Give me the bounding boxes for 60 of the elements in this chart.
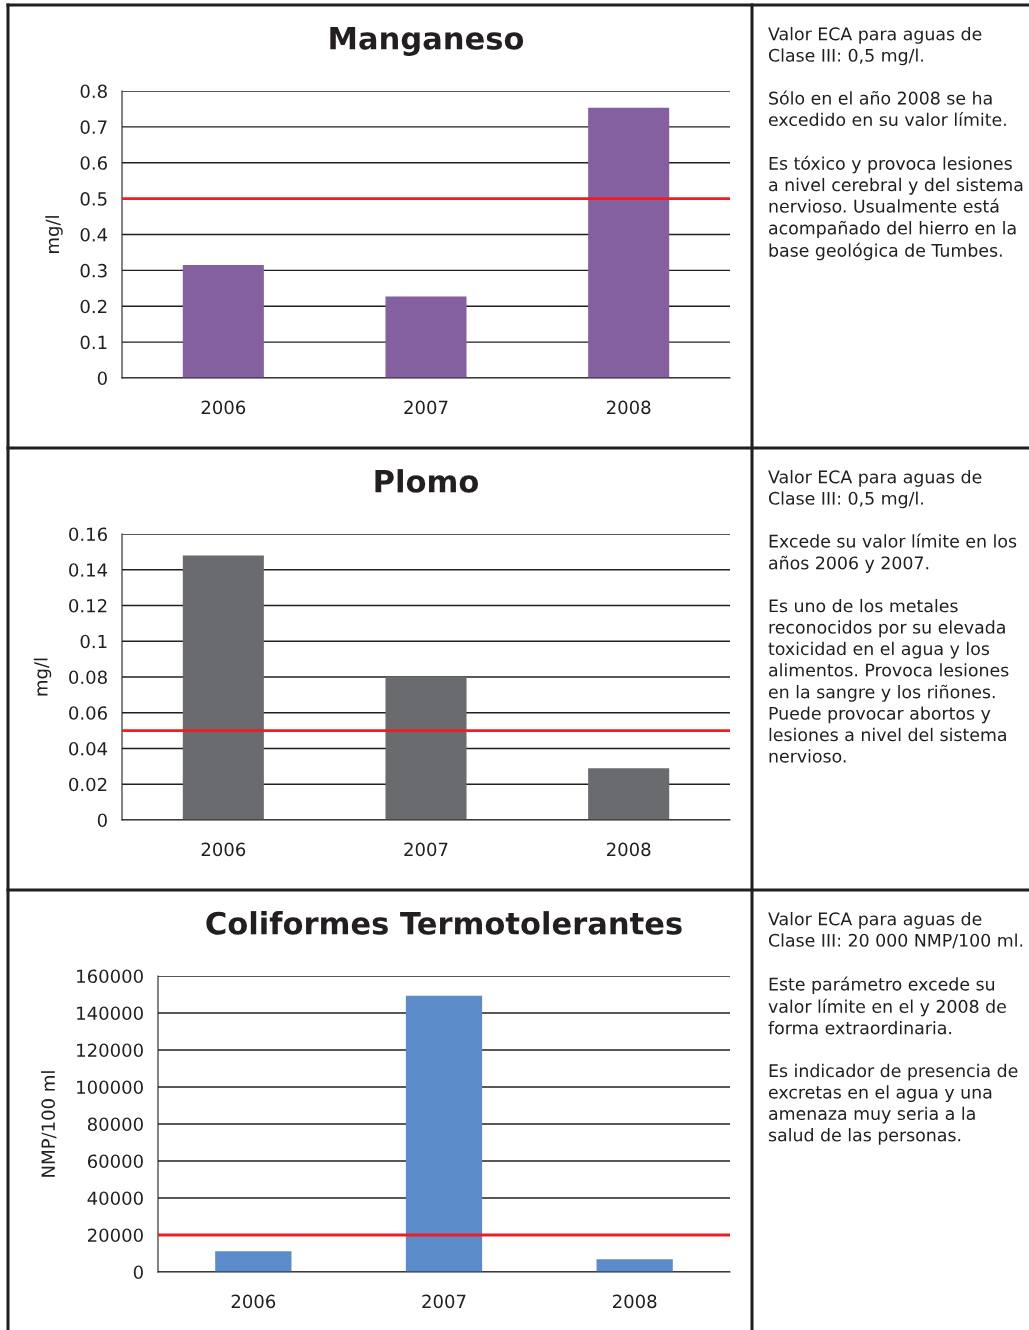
y-tick-label: 160000 [77, 969, 143, 984]
text: Valor ECA para aguas de Clase III: 0,5 mg/l. [768, 470, 982, 509]
y-tick-label: 0.2 [80, 299, 107, 314]
y-tick-label: 0.1 [80, 335, 107, 350]
y-tick-label: 0.04 [69, 741, 108, 756]
y-tick-label: 0.8 [80, 84, 107, 99]
y-tick-label: 0.02 [69, 777, 107, 792]
bar [215, 1251, 292, 1272]
text: Sólo en el año 2008 se ha excedido en su valor límite. [768, 90, 1006, 127]
y-tick-label: 0 [133, 1265, 143, 1280]
y-axis-title: mg/l [33, 658, 52, 696]
x-tick-label: 2006 [201, 400, 246, 415]
y-tick-label: 120000 [77, 1043, 143, 1058]
text: Es indicador de presencia de excretas en el agua y una amenaza muy seria a la salud de las personas. [768, 1063, 1018, 1145]
y-tick-label: 100000 [77, 1080, 143, 1095]
bar [182, 264, 264, 378]
y-tick-label: 0.08 [69, 670, 107, 685]
chart-title: Manganeso [330, 27, 524, 56]
text: Es tóxico y provoca lesiones a nivel cerebral y del sistema nervioso. Usualmente está acompañado del hierro en la base geológica de Tumbes. [769, 155, 1023, 261]
x-tick-label: 2007 [404, 400, 448, 415]
text: Es uno de los metales reconocidos por su elevada toxicidad en el agua y los alimentos. Provoca lesiones en la sangre y los riñones. Puede provocar abortos y lesiones a nivel del sistema nervioso. [768, 598, 1009, 763]
x-tick-label: 2007 [404, 842, 448, 857]
y-tick-label: 0.7 [80, 120, 107, 134]
x-tick-label: 2008 [607, 400, 651, 415]
x-tick-label: 2006 [201, 842, 246, 857]
y-axis-title: NMP/100 ml [41, 1071, 57, 1177]
y-tick-label: 140000 [77, 1006, 143, 1021]
text: Excede su valor límite en los años 2006 y 2007. [769, 533, 1017, 573]
bar [405, 995, 483, 1272]
bar [588, 768, 670, 820]
x-tick-label: 2008 [613, 1294, 657, 1309]
y-tick-label: 0.3 [80, 263, 107, 278]
x-tick-label: 2006 [231, 1294, 276, 1309]
bar [596, 1259, 673, 1272]
y-tick-label: 0.5 [80, 192, 107, 206]
y-tick-label: 0.6 [80, 156, 107, 170]
text: Este parámetro excede su valor límite en el y 2008 de forma extraordinaria. [768, 976, 1006, 1035]
y-tick-label: 0.14 [69, 563, 108, 577]
y-tick-label: 0 [97, 813, 107, 828]
x-tick-label: 2008 [607, 842, 651, 857]
y-tick-label: 0.16 [69, 527, 107, 542]
y-tick-label: 40000 [87, 1191, 143, 1206]
text: Valor ECA para aguas de Clase III: 20 000 NMP/100 ml. [768, 912, 1023, 949]
y-tick-label: 0.12 [69, 598, 107, 613]
y-axis-title: mg/l [45, 216, 63, 253]
bar [588, 107, 670, 378]
y-tick-label: 0.4 [80, 227, 108, 242]
y-tick-label: 80000 [87, 1117, 143, 1132]
y-tick-label: 0.06 [69, 706, 107, 720]
y-tick-label: 20000 [88, 1228, 143, 1243]
bar [385, 677, 467, 820]
y-tick-label: 0 [97, 371, 107, 386]
chart-title: Coliformes Termotolerantes [206, 911, 682, 935]
y-tick-label: 60000 [87, 1154, 143, 1169]
x-tick-label: 2007 [422, 1294, 466, 1309]
y-tick-label: 0.1 [80, 634, 107, 649]
chart-title: Plomo [375, 469, 479, 493]
text: Valor ECA para aguas de Clase III: 0,5 mg/l. [768, 27, 982, 66]
bar [385, 296, 467, 378]
bar [182, 555, 264, 820]
